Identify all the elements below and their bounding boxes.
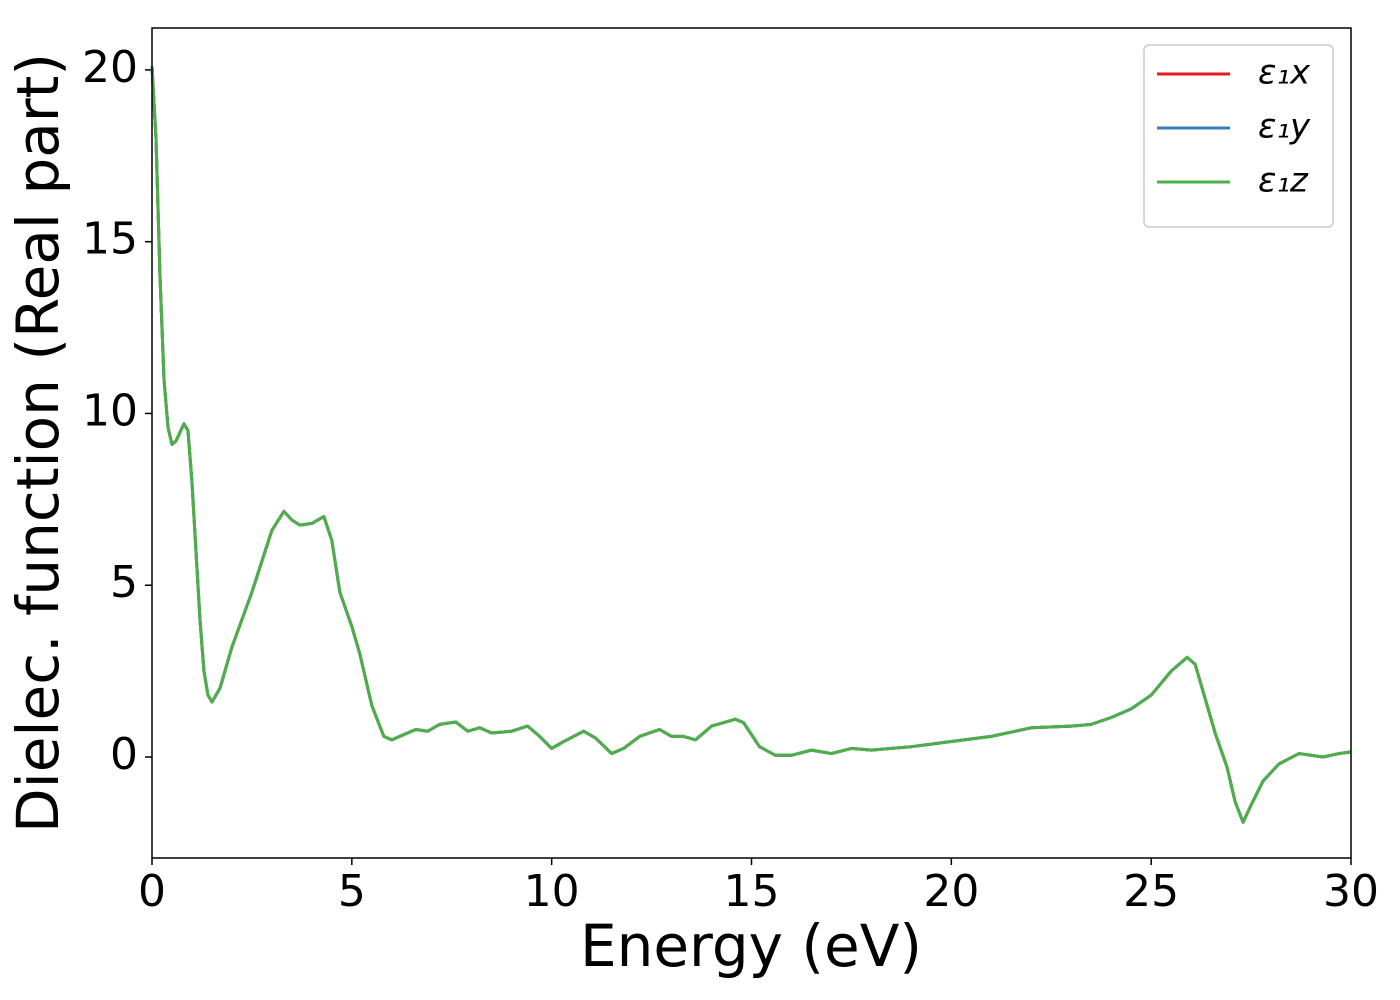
x-axis-label: Energy (eV) bbox=[580, 912, 922, 980]
y-tick-label: 10 bbox=[82, 385, 138, 436]
x-tick-label: 10 bbox=[524, 866, 580, 917]
y-tick-label: 20 bbox=[82, 42, 138, 93]
y-tick-label: 0 bbox=[110, 729, 138, 780]
y-axis-label: Dielec. function (Real part) bbox=[4, 53, 72, 833]
y-tick-label: 15 bbox=[82, 214, 138, 265]
x-tick-label: 25 bbox=[1123, 866, 1179, 917]
x-tick-label: 30 bbox=[1323, 866, 1379, 917]
series-line bbox=[150, 66, 1352, 824]
x-tick-label: 0 bbox=[138, 866, 166, 917]
x-tick-label: 20 bbox=[923, 866, 979, 917]
y-tick-label: 5 bbox=[110, 557, 138, 608]
legend-label: ε₁x bbox=[1258, 53, 1311, 93]
legend-label: ε₁z bbox=[1258, 161, 1309, 201]
plot-frame bbox=[151, 27, 1352, 859]
x-tick-label: 5 bbox=[338, 866, 366, 917]
legend-label: ε₁y bbox=[1258, 107, 1311, 147]
x-tick-label: 15 bbox=[724, 866, 780, 917]
